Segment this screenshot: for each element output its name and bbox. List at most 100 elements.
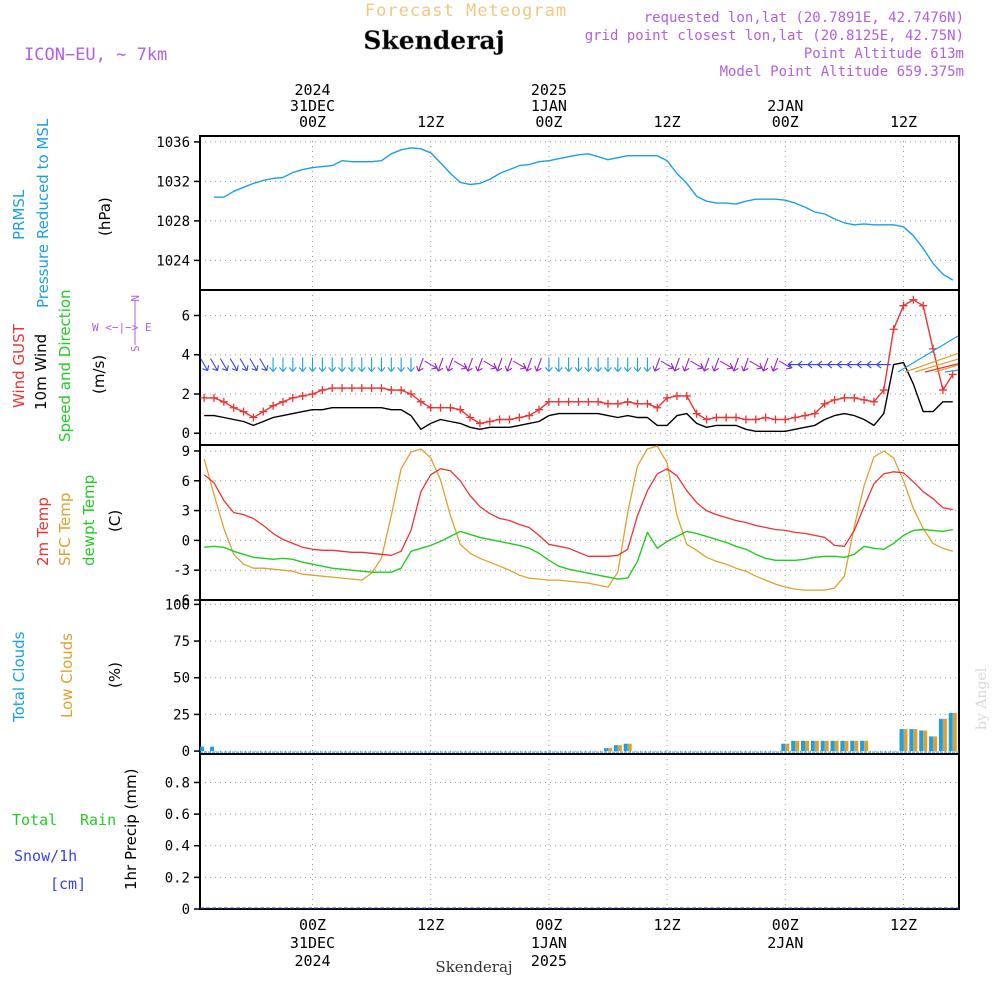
gust-marker (239, 407, 248, 416)
y-tick-label: 0.8 (165, 775, 190, 791)
low-cloud-bar (923, 730, 928, 752)
gust-marker (712, 413, 721, 422)
wind-direction-arrow (604, 357, 612, 372)
wind-direction-arrow (594, 357, 603, 372)
wind-panel-labels: Wind GUST 10m Wind Speed and Direction (… (10, 289, 152, 442)
chart-title: Forecast Meteogram (365, 1, 567, 21)
gust-marker (328, 384, 337, 393)
y-tick-label: 0 (182, 426, 190, 442)
low-cloud-bar (913, 729, 918, 752)
gust-marker (801, 411, 809, 420)
gust-marker (544, 397, 553, 406)
total-cloud-bar (860, 740, 865, 752)
y-tick-label: 0.4 (165, 839, 190, 855)
total-cloud-bar (200, 746, 205, 752)
wind-direction-arrow (318, 357, 327, 372)
wind-direction-arrow (749, 360, 763, 370)
y-tick-label: 0.6 (165, 807, 190, 823)
gust-marker (672, 391, 681, 400)
wind10-line (204, 361, 953, 432)
dewpt-line (204, 528, 953, 580)
bottom-time-label: 12Z (890, 916, 917, 934)
wind-direction-arrow (584, 357, 593, 372)
wind-direction-arrow (347, 357, 356, 372)
top-time-label: 00Z (299, 113, 326, 131)
total-cloud-bar (909, 729, 914, 752)
low-cloud-bar (942, 718, 947, 752)
top-time-label: 00Z (535, 113, 562, 131)
top-time-label: 2024 (294, 81, 330, 99)
total-cloud-bar (830, 740, 835, 752)
compass-north: N (129, 295, 142, 302)
wind-direction-arrow (229, 358, 239, 372)
gust-marker (367, 384, 376, 393)
bottom-time-label: 12Z (417, 916, 444, 934)
gust-marker (879, 386, 888, 395)
wind-direction-arrow (239, 358, 249, 372)
wind-direction-arrow (652, 357, 661, 372)
gust-marker (347, 384, 356, 393)
wind-direction-arrow (219, 358, 229, 372)
sfc-temp-label: SFC Temp (56, 493, 74, 566)
wind-direction-arrow (377, 357, 386, 372)
total-cloud-bar (781, 743, 786, 752)
top-time-label: 12Z (417, 113, 444, 131)
wind-direction-arrow (660, 360, 674, 370)
wind-direction-arrow (328, 357, 337, 372)
gust-marker (436, 403, 445, 412)
y-tick-label: 0 (182, 533, 190, 549)
y-tick-label: 25 (173, 707, 190, 723)
wind-direction-arrow (682, 357, 690, 372)
gust-marker (633, 399, 642, 408)
wind-direction-arrow (475, 357, 483, 372)
gust-marker (288, 393, 297, 402)
cloud-unit-label: (%) (106, 662, 124, 688)
temp-unit-label: (C) (106, 510, 124, 532)
wind-direction-arrow (279, 357, 287, 372)
low-cloud-bar (608, 748, 612, 752)
gust-marker (475, 419, 484, 428)
gust-marker (416, 397, 425, 406)
top-time-label: 31DEC (290, 97, 335, 115)
wind-direction-arrow (200, 358, 210, 372)
y-tick-label: 2 (182, 387, 190, 403)
panel-frame (199, 289, 960, 446)
gust-marker (495, 415, 504, 424)
gust-marker (692, 409, 701, 418)
gust-marker (810, 409, 819, 418)
gust-marker (850, 393, 859, 402)
wind-direction-arrow (914, 358, 959, 373)
total-cloud-bar (929, 736, 934, 752)
low-cloud-bar (805, 740, 809, 752)
panel-frame (199, 599, 960, 755)
y-tick-label: 6 (182, 309, 190, 325)
total-cloud-bar (210, 746, 214, 752)
wind-direction-arrow (944, 369, 959, 373)
gust-marker (298, 391, 307, 400)
dewpt-label: dewpt Temp (80, 475, 98, 566)
low-cloud-bar (933, 736, 938, 752)
gust-marker (357, 384, 366, 393)
total-clouds-label: Total Clouds (10, 631, 28, 723)
wind-direction-arrow (308, 357, 317, 372)
wind-direction-arrow (453, 360, 467, 370)
bottom-time-label: 00Z (535, 916, 562, 934)
low-cloud-bar (785, 743, 790, 752)
low-clouds-label: Low Clouds (58, 633, 76, 718)
bottom-time-label: 2024 (294, 952, 330, 970)
wind-direction-arrow (741, 357, 749, 372)
top-time-label: 2025 (531, 81, 567, 99)
wind-direction-arrow (544, 357, 553, 372)
gust-marker (397, 386, 406, 395)
top-time-label: 2JAN (767, 97, 803, 115)
gust-marker (535, 405, 544, 414)
wind-direction-arrow (397, 357, 406, 372)
gust-marker (554, 397, 563, 406)
gust-marker (446, 403, 455, 412)
total-cloud-bar (919, 730, 924, 752)
wind-direction-arrow (613, 357, 622, 372)
low-cloud-bar (952, 712, 957, 752)
top-time-label: 12Z (890, 113, 917, 131)
